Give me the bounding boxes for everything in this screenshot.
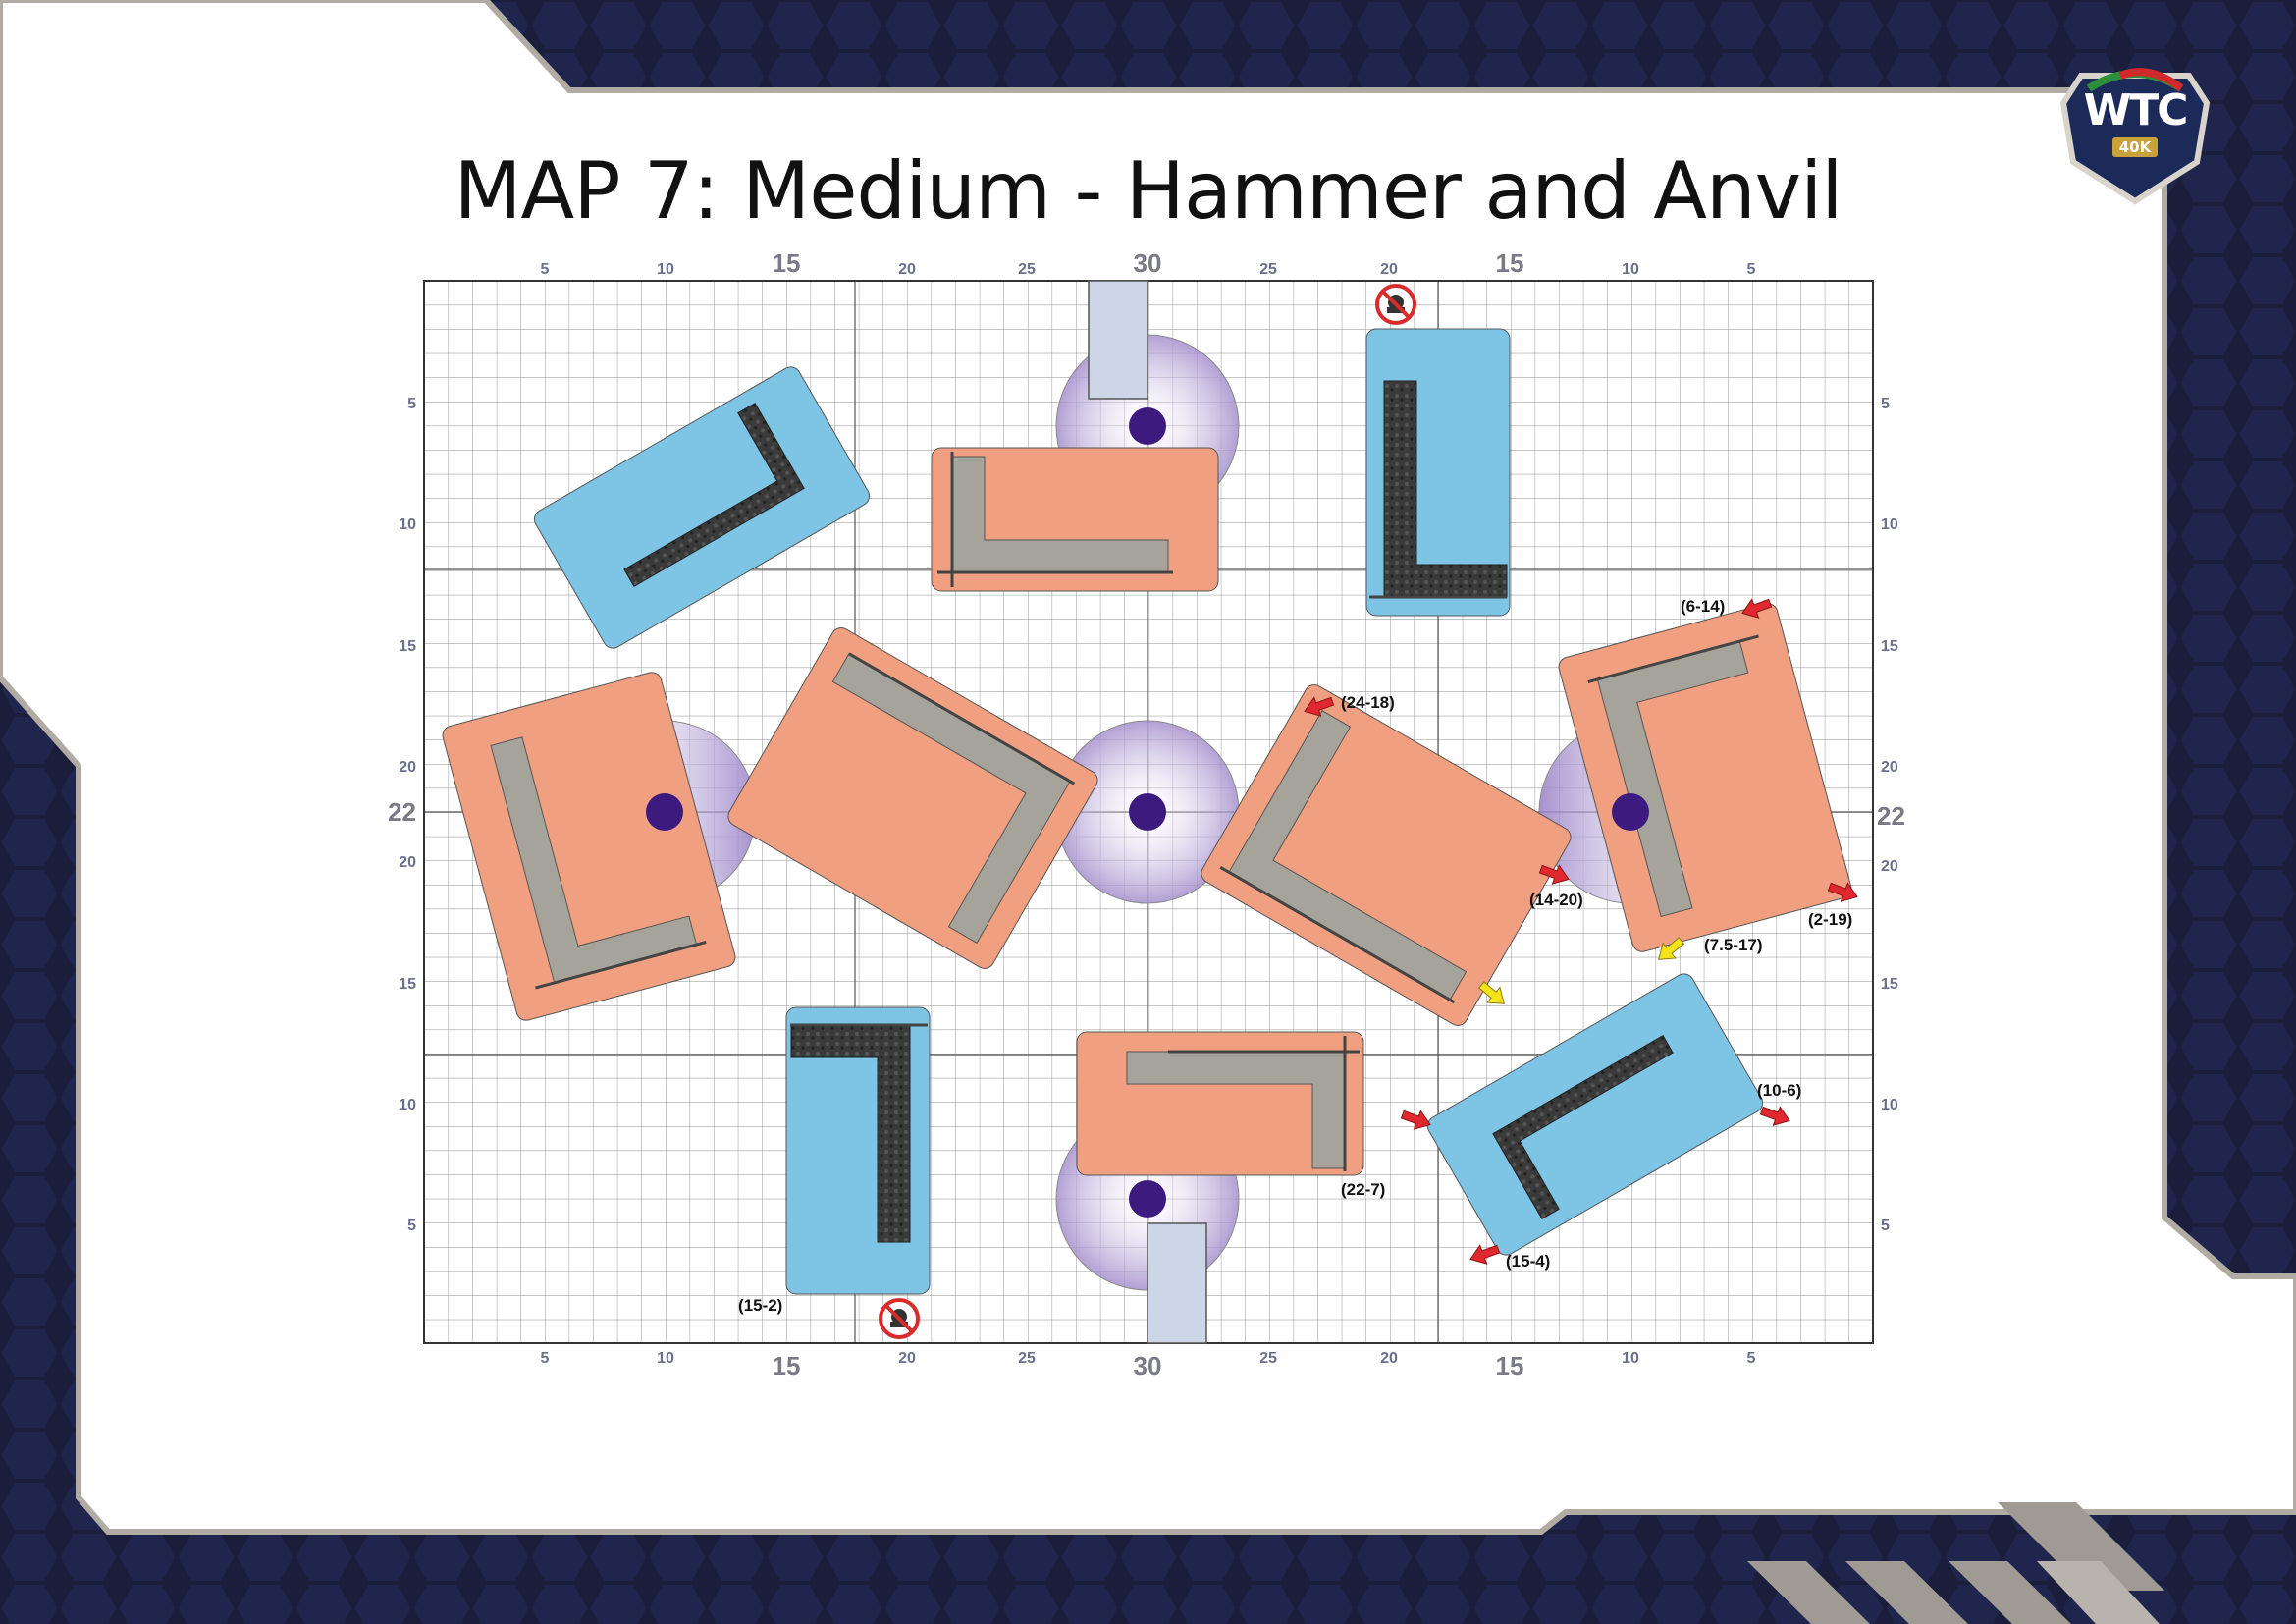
axis-label: 10 xyxy=(1881,516,1898,533)
objective-marker-icon xyxy=(646,793,683,831)
axis-label: 5 xyxy=(541,261,550,278)
axis-labels-right: 5 10 15 20 22 20 15 10 5 xyxy=(1877,396,1905,1234)
terrain-blue-bottom-left xyxy=(785,1006,931,1295)
deployment-marker-top xyxy=(1088,280,1148,400)
axis-label: 10 xyxy=(1622,1350,1639,1367)
coord-label: (22-7) xyxy=(1341,1180,1385,1199)
axis-label: 25 xyxy=(1018,261,1036,278)
axis-label: 5 xyxy=(1747,1350,1756,1367)
wtc-logo-icon: WTC 40K xyxy=(2052,54,2218,211)
terrain-orange-bottom-center xyxy=(1076,1031,1364,1176)
axis-label: 5 xyxy=(407,396,416,412)
axis-label: 22 xyxy=(388,797,416,827)
axis-label: 10 xyxy=(657,1350,674,1367)
logo-subtext: 40K xyxy=(2118,138,2152,156)
no-vehicle-icon xyxy=(879,1298,920,1339)
terrain-blue-bottom-right xyxy=(1426,973,1764,1256)
coord-label: (24-18) xyxy=(1341,693,1395,712)
objective-marker-icon xyxy=(1129,407,1166,445)
axis-label: 5 xyxy=(407,1218,416,1234)
objective-markers xyxy=(646,407,1649,1218)
axis-label: 15 xyxy=(773,248,801,278)
axis-label: 10 xyxy=(399,516,416,533)
axis-label: 20 xyxy=(399,854,416,871)
axis-label: 15 xyxy=(399,976,416,993)
axis-label: 20 xyxy=(898,1350,916,1367)
axis-label: 20 xyxy=(399,759,416,776)
axis-label: 30 xyxy=(1134,248,1162,278)
axis-label: 25 xyxy=(1018,1350,1036,1367)
axis-label: 10 xyxy=(1622,261,1639,278)
coord-label: (15-4) xyxy=(1506,1252,1550,1271)
map-title: MAP 7: Medium - Hammer and Anvil xyxy=(454,145,1842,237)
axis-labels-top: 5 10 15 20 25 30 25 20 15 10 5 xyxy=(541,248,1756,278)
yellow-arrow-icon xyxy=(1477,937,1685,1004)
axis-label: 30 xyxy=(1134,1351,1162,1380)
objective-marker-icon xyxy=(1612,793,1649,831)
axis-label: 20 xyxy=(1380,1350,1398,1367)
coord-label: (14-20) xyxy=(1529,891,1583,909)
terrain-orange-top-center xyxy=(931,447,1219,592)
axis-label: 15 xyxy=(399,638,416,655)
deployment-marker-bottom xyxy=(1147,1222,1207,1344)
red-arrow-icon xyxy=(1304,598,1858,1265)
coord-label: (10-6) xyxy=(1757,1081,1801,1100)
coord-label: (7.5-17) xyxy=(1704,936,1763,954)
axis-label: 5 xyxy=(1881,396,1890,412)
objective-marker-icon xyxy=(1129,793,1166,831)
terrain-orange-right xyxy=(1558,603,1852,952)
logo-text: WTC xyxy=(2083,85,2189,135)
terrain-blue-top-left xyxy=(533,366,871,649)
axis-label: 25 xyxy=(1259,261,1277,278)
coord-label: (15-2) xyxy=(738,1296,782,1315)
axis-label: 5 xyxy=(1881,1218,1890,1234)
axis-label: 10 xyxy=(1881,1097,1898,1113)
axis-label: 25 xyxy=(1259,1350,1277,1367)
terrain-orange-left xyxy=(442,672,736,1021)
axis-label: 15 xyxy=(1496,248,1524,278)
terrain-blue-top-right xyxy=(1365,328,1511,617)
axis-label: 10 xyxy=(657,261,674,278)
coord-label: (2-19) xyxy=(1808,910,1852,929)
axis-labels-bottom: 5 10 15 20 25 30 25 20 15 10 5 xyxy=(541,1350,1756,1380)
coordinate-labels: (6-14) (24-18) (14-20) (2-19) (7.5-17) (… xyxy=(738,597,1852,1315)
axis-label: 20 xyxy=(1881,759,1898,776)
terrain-orange-center-left xyxy=(727,627,1098,969)
no-vehicle-icon xyxy=(1375,284,1416,325)
axis-label: 5 xyxy=(541,1350,550,1367)
axis-label: 5 xyxy=(1747,261,1756,278)
axis-label: 15 xyxy=(1881,976,1898,993)
axis-label: 15 xyxy=(773,1351,801,1380)
axis-label: 22 xyxy=(1877,801,1905,831)
terrain-orange-center-right xyxy=(1201,684,1572,1026)
axis-label: 20 xyxy=(1881,858,1898,875)
coord-label: (6-14) xyxy=(1681,597,1725,616)
objective-marker-icon xyxy=(1129,1180,1166,1218)
axis-label: 15 xyxy=(1881,638,1898,655)
axis-label: 20 xyxy=(898,261,916,278)
axis-label: 15 xyxy=(1496,1351,1524,1380)
axis-label: 10 xyxy=(399,1097,416,1113)
axis-labels-left: 5 10 15 20 22 20 15 10 5 xyxy=(388,396,416,1234)
axis-label: 20 xyxy=(1380,261,1398,278)
